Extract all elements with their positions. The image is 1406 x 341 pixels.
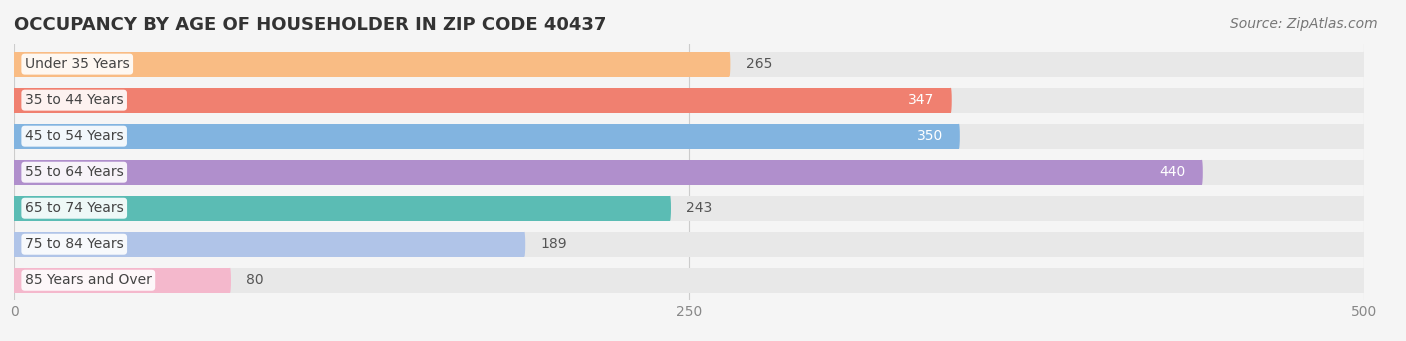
Text: 65 to 74 Years: 65 to 74 Years bbox=[25, 201, 124, 215]
Circle shape bbox=[13, 123, 15, 149]
Text: 35 to 44 Years: 35 to 44 Years bbox=[25, 93, 124, 107]
Circle shape bbox=[13, 160, 15, 185]
Text: 350: 350 bbox=[917, 129, 942, 143]
Bar bbox=[14, 123, 959, 149]
Circle shape bbox=[950, 88, 952, 113]
Text: 347: 347 bbox=[908, 93, 935, 107]
Bar bbox=[14, 88, 1364, 113]
Circle shape bbox=[1362, 123, 1365, 149]
Circle shape bbox=[523, 232, 526, 257]
Circle shape bbox=[13, 268, 15, 293]
Circle shape bbox=[13, 232, 15, 257]
Circle shape bbox=[229, 268, 231, 293]
Circle shape bbox=[13, 88, 15, 113]
Circle shape bbox=[13, 268, 15, 293]
Text: 243: 243 bbox=[686, 201, 713, 215]
Circle shape bbox=[1362, 196, 1365, 221]
Text: Under 35 Years: Under 35 Years bbox=[25, 57, 129, 71]
Text: Source: ZipAtlas.com: Source: ZipAtlas.com bbox=[1230, 17, 1378, 31]
Text: 265: 265 bbox=[745, 57, 772, 71]
Bar bbox=[14, 88, 950, 113]
Bar bbox=[14, 268, 1364, 293]
Circle shape bbox=[13, 196, 15, 221]
Bar bbox=[14, 51, 730, 77]
Circle shape bbox=[13, 160, 15, 185]
Bar bbox=[14, 268, 231, 293]
Circle shape bbox=[728, 51, 730, 77]
Text: 440: 440 bbox=[1160, 165, 1185, 179]
Circle shape bbox=[669, 196, 671, 221]
Circle shape bbox=[13, 232, 15, 257]
Circle shape bbox=[1362, 268, 1365, 293]
Circle shape bbox=[1362, 232, 1365, 257]
Circle shape bbox=[1362, 160, 1365, 185]
Text: OCCUPANCY BY AGE OF HOUSEHOLDER IN ZIP CODE 40437: OCCUPANCY BY AGE OF HOUSEHOLDER IN ZIP C… bbox=[14, 16, 606, 34]
Circle shape bbox=[1362, 88, 1365, 113]
Bar bbox=[14, 232, 1364, 257]
Text: 55 to 64 Years: 55 to 64 Years bbox=[25, 165, 124, 179]
Circle shape bbox=[13, 196, 15, 221]
Text: 75 to 84 Years: 75 to 84 Years bbox=[25, 237, 124, 251]
Bar bbox=[14, 123, 1364, 149]
Bar bbox=[14, 160, 1364, 185]
Bar bbox=[14, 196, 671, 221]
Circle shape bbox=[1201, 160, 1202, 185]
Text: 45 to 54 Years: 45 to 54 Years bbox=[25, 129, 124, 143]
Text: 85 Years and Over: 85 Years and Over bbox=[25, 273, 152, 287]
Bar bbox=[14, 196, 1364, 221]
Bar bbox=[14, 51, 1364, 77]
Bar bbox=[14, 160, 1202, 185]
Circle shape bbox=[1362, 51, 1365, 77]
Circle shape bbox=[13, 51, 15, 77]
Bar bbox=[14, 232, 524, 257]
Text: 189: 189 bbox=[540, 237, 567, 251]
Circle shape bbox=[13, 123, 15, 149]
Circle shape bbox=[13, 51, 15, 77]
Circle shape bbox=[13, 88, 15, 113]
Circle shape bbox=[957, 123, 960, 149]
Text: 80: 80 bbox=[246, 273, 264, 287]
